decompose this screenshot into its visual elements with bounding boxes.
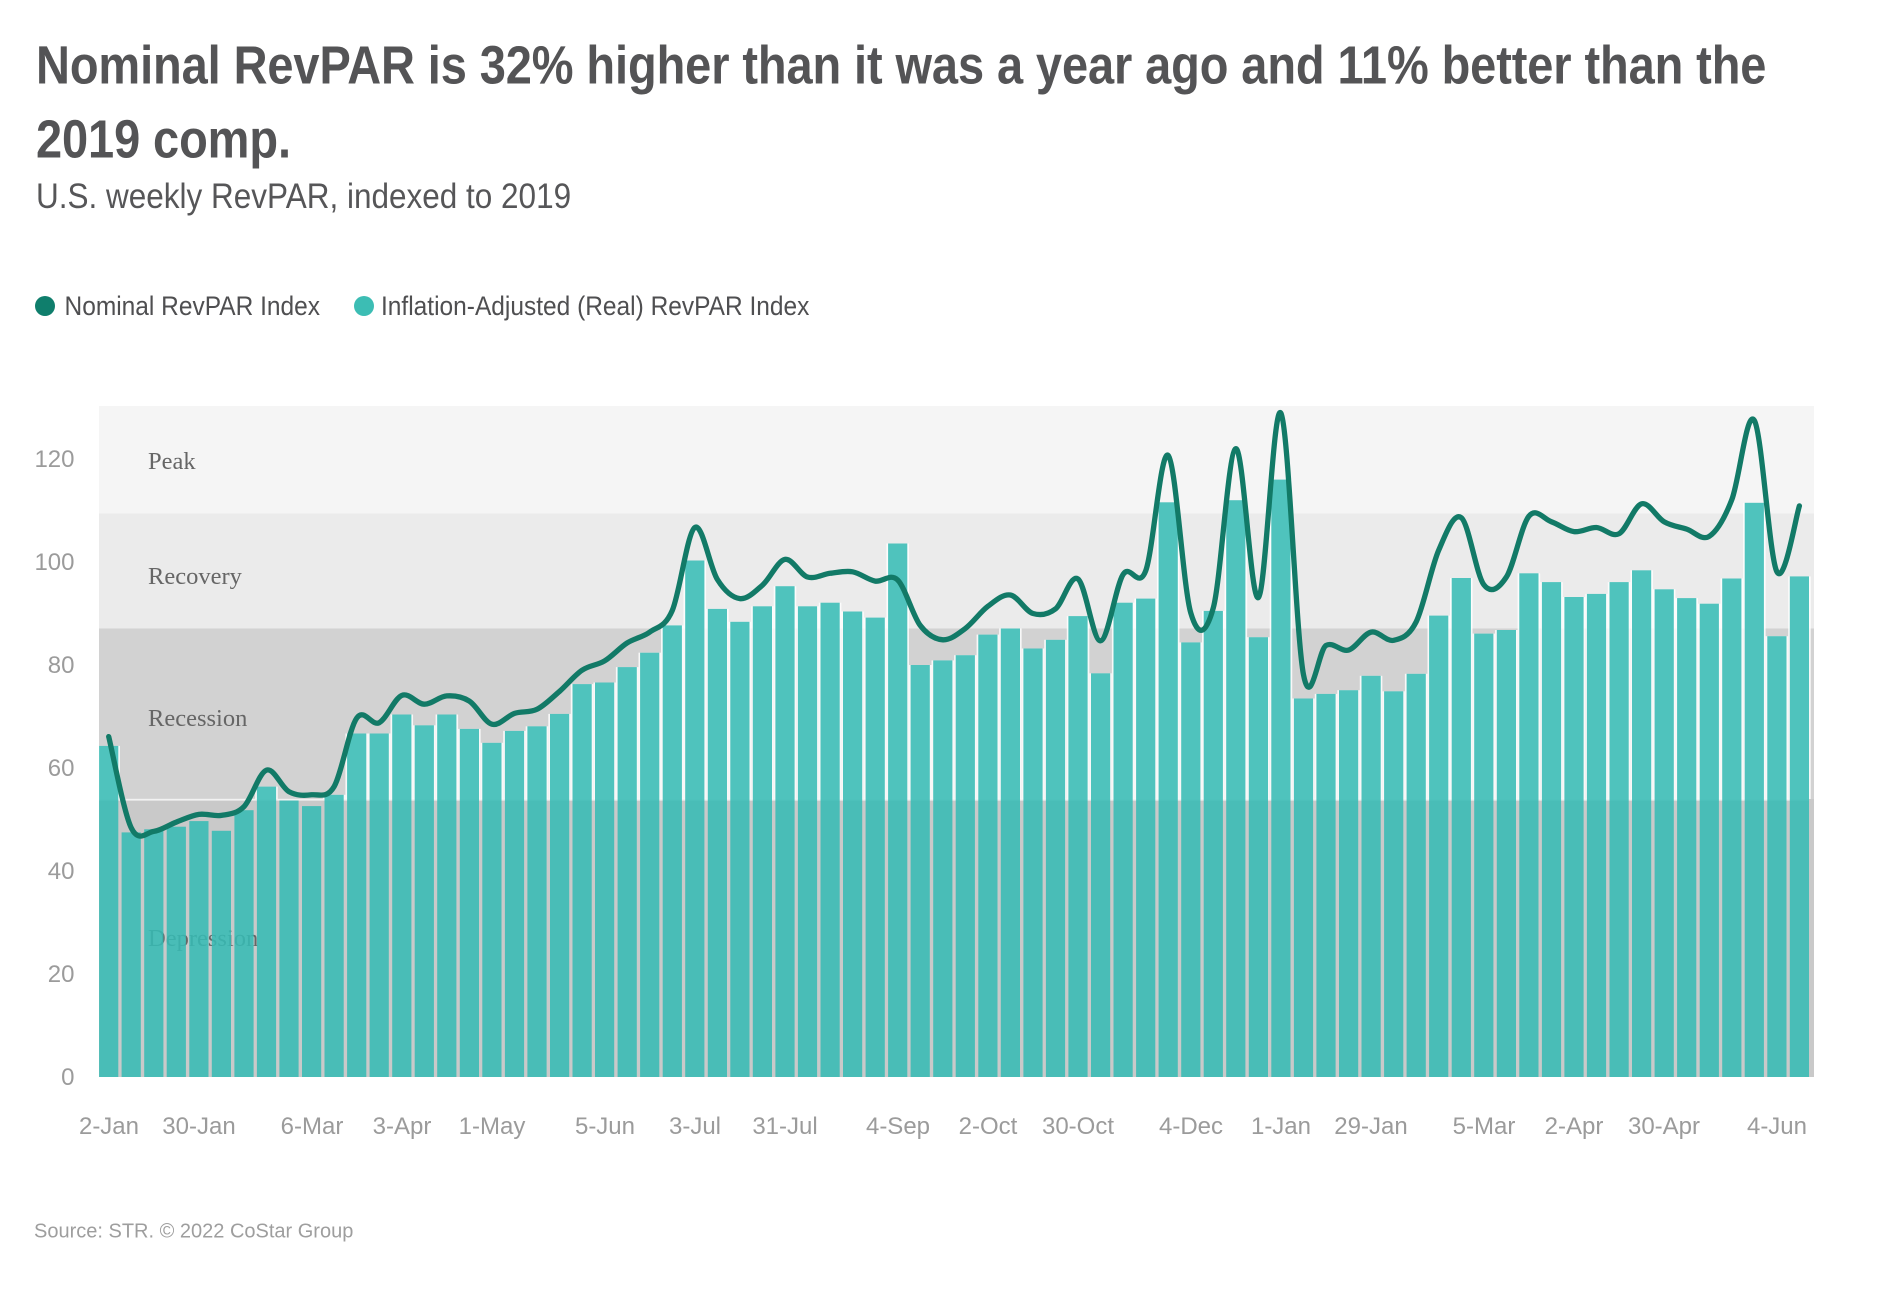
svg-text:2-Jan: 2-Jan	[79, 1113, 139, 1140]
svg-text:4-Jun: 4-Jun	[1747, 1113, 1807, 1140]
svg-text:120: 120	[34, 446, 74, 473]
svg-text:2019 comp.: 2019 comp.	[36, 108, 291, 169]
svg-text:30-Apr: 30-Apr	[1628, 1113, 1700, 1140]
svg-text:40: 40	[48, 858, 75, 885]
svg-text:6-Mar: 6-Mar	[281, 1113, 344, 1140]
svg-text:31-Jul: 31-Jul	[752, 1113, 817, 1140]
svg-text:5-Mar: 5-Mar	[1453, 1113, 1516, 1140]
svg-text:3-Apr: 3-Apr	[373, 1113, 432, 1140]
svg-text:U.S. weekly RevPAR, indexed to: U.S. weekly RevPAR, indexed to 2019	[36, 177, 571, 216]
svg-text:30-Oct: 30-Oct	[1042, 1113, 1114, 1140]
svg-text:Nominal RevPAR Index: Nominal RevPAR Index	[65, 292, 321, 321]
svg-text:20: 20	[48, 961, 75, 988]
svg-text:2-Oct: 2-Oct	[959, 1113, 1018, 1140]
svg-text:0: 0	[61, 1064, 74, 1091]
svg-text:4-Dec: 4-Dec	[1159, 1113, 1223, 1140]
svg-text:1-May: 1-May	[459, 1113, 526, 1140]
svg-text:Nominal RevPAR is 32% higher t: Nominal RevPAR is 32% higher than it was…	[36, 34, 1766, 95]
svg-text:Recovery: Recovery	[148, 563, 243, 590]
svg-text:100: 100	[34, 549, 74, 576]
svg-text:Recession: Recession	[148, 705, 247, 732]
svg-text:4-Sep: 4-Sep	[866, 1113, 930, 1140]
svg-text:29-Jan: 29-Jan	[1334, 1113, 1407, 1140]
svg-text:2-Apr: 2-Apr	[1545, 1113, 1604, 1140]
svg-text:30-Jan: 30-Jan	[162, 1113, 235, 1140]
svg-text:1-Jan: 1-Jan	[1251, 1113, 1311, 1140]
svg-text:3-Jul: 3-Jul	[669, 1113, 721, 1140]
svg-text:Inflation-Adjusted (Real) RevP: Inflation-Adjusted (Real) RevPAR Index	[381, 292, 810, 321]
svg-text:80: 80	[48, 652, 75, 679]
svg-text:Source: STR. © 2022 CoStar Gro: Source: STR. © 2022 CoStar Group	[34, 1221, 353, 1243]
svg-text:Peak: Peak	[148, 448, 196, 475]
svg-text:60: 60	[48, 755, 75, 782]
svg-text:5-Jun: 5-Jun	[575, 1113, 635, 1140]
